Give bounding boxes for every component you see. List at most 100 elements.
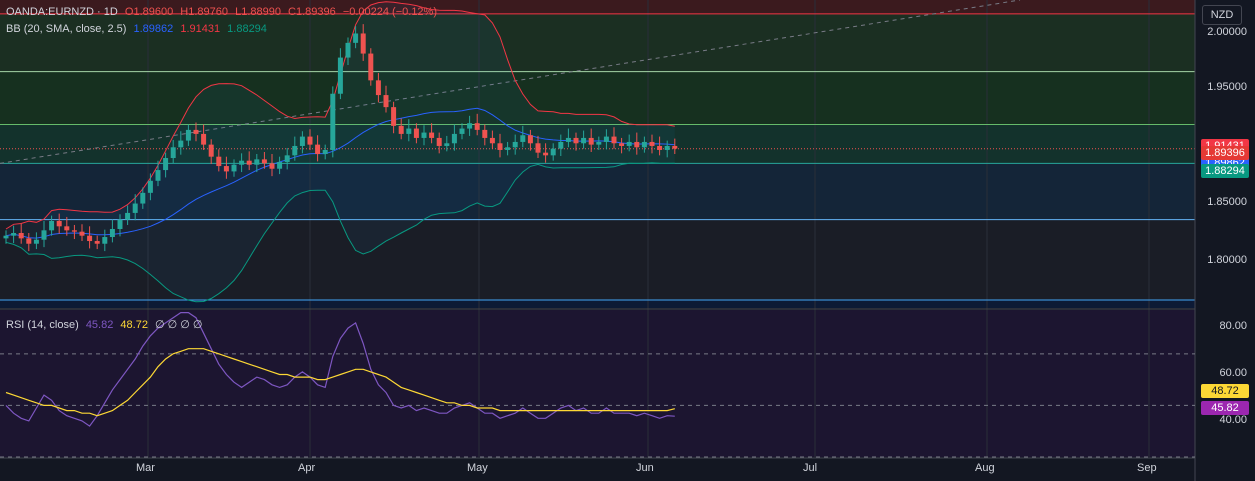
bb-lower-value: 1.88294 [227, 23, 267, 35]
rsi-tick-40: 40.00 [1219, 414, 1247, 426]
candle-body [185, 129, 191, 141]
candle-body [49, 220, 55, 231]
close-price-tag: 1.89396 [1201, 146, 1249, 160]
candle-body [140, 192, 146, 204]
rsi-extra-values: ∅ ∅ ∅ ∅ [155, 319, 203, 331]
candle-body [497, 143, 503, 150]
rsi-tick-60: 60.00 [1219, 367, 1247, 379]
candle-body [459, 128, 465, 134]
zone-fill-5 [0, 219, 1195, 300]
high-value: H1.89760 [180, 6, 229, 18]
candle-body [41, 230, 47, 240]
rsi-background [0, 310, 1195, 457]
candle-body [649, 141, 655, 146]
month-may: May [467, 462, 488, 474]
candle-body [337, 57, 343, 94]
candle-body [489, 137, 495, 144]
candle-body [246, 160, 252, 165]
symbol-label[interactable]: OANDA:EURNZD · 1D [6, 6, 118, 18]
candle-body [543, 152, 549, 156]
candle-body [125, 212, 131, 220]
candle-body [64, 226, 70, 231]
candle-body [558, 141, 564, 149]
candle-body [634, 141, 640, 148]
candle-body [512, 141, 518, 148]
candle-body [193, 129, 199, 134]
candle-body [664, 145, 670, 150]
candle-body [231, 164, 237, 172]
candle-body [102, 237, 108, 244]
bb-fill [6, 1, 675, 302]
candle-body [71, 230, 77, 232]
candle-body [3, 235, 9, 239]
candle-body [147, 180, 153, 193]
candle-body [436, 137, 442, 146]
candle-body [535, 143, 541, 153]
candle-body [353, 33, 359, 43]
price-tick-18: 1.80000 [1207, 254, 1247, 266]
candle-body [33, 239, 39, 244]
candle-body [117, 219, 123, 229]
candle-body [345, 42, 351, 58]
rsi-line [5, 312, 675, 427]
candle-body [132, 203, 138, 213]
candle-body [429, 132, 435, 138]
bb-legend[interactable]: BB (20, SMA, close, 2.5) 1.89862 1.91431… [6, 22, 271, 36]
candle-body [505, 147, 511, 150]
zone-fill-6 [0, 299, 1195, 308]
candle-body [641, 141, 647, 148]
candle-body [269, 163, 275, 169]
rsi-value: 45.82 [85, 319, 114, 331]
candle-body [672, 145, 678, 149]
candle-body [626, 141, 632, 146]
rsi-ma-tag: 48.72 [1201, 384, 1249, 398]
candle-body [87, 235, 93, 242]
candle-body [178, 140, 184, 148]
candle-body [360, 33, 366, 54]
candle-body [94, 241, 100, 244]
candle-body [619, 143, 625, 146]
price-tick-2: 2.00000 [1207, 26, 1247, 38]
candle-body [573, 137, 579, 144]
candle-body [330, 93, 336, 150]
month-apr: Apr [298, 462, 316, 474]
price-tick-195: 1.95000 [1207, 81, 1247, 93]
month-mar: Mar [136, 462, 155, 474]
candle-body [292, 145, 298, 156]
candle-body [216, 156, 222, 167]
candle-body [239, 160, 245, 165]
candle-body [208, 144, 214, 157]
rsi-tick-80: 80.00 [1219, 320, 1247, 332]
candle-body [11, 233, 17, 236]
bb-lower-price-tag: 1.88294 [1201, 164, 1249, 178]
candle-body [261, 159, 267, 164]
candle-body [383, 95, 389, 108]
currency-button[interactable]: NZD [1202, 5, 1242, 25]
candle-body [223, 166, 229, 172]
candle-body [527, 135, 533, 144]
candle-body [611, 136, 617, 144]
candle-body [163, 158, 169, 171]
bb-upper-value: 1.91431 [180, 23, 221, 35]
candle-body [277, 162, 283, 169]
candle-body [565, 137, 571, 142]
month-jun: Jun [636, 462, 654, 474]
candle-body [482, 129, 488, 138]
candle-body [657, 145, 663, 150]
bb-basis-value: 1.89862 [133, 23, 174, 35]
low-value: L1.88990 [235, 6, 281, 18]
candle-body [588, 137, 594, 145]
candle-body [322, 149, 328, 154]
candle-body [368, 53, 374, 81]
bb-label: BB (20, SMA, close, 2.5) [6, 23, 127, 35]
candle-body [155, 170, 161, 181]
candle-body [550, 148, 556, 156]
change-value: −0.00224 (−0.12%) [342, 6, 437, 18]
candle-body [18, 233, 24, 239]
candle-body [467, 123, 473, 129]
zone-fill-2 [0, 71, 1195, 125]
candle-body [398, 125, 404, 134]
candle-body [299, 136, 305, 146]
rsi-legend[interactable]: RSI (14, close) 45.82 48.72 ∅ ∅ ∅ ∅ [6, 318, 207, 332]
